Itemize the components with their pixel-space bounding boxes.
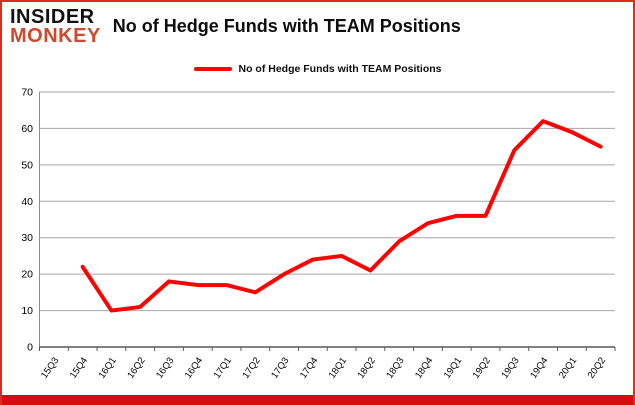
y-axis-label: 60 bbox=[21, 123, 33, 135]
x-axis-label: 18Q3 bbox=[384, 355, 406, 380]
y-axis-label: 50 bbox=[21, 159, 33, 171]
x-axis-label: 20Q2 bbox=[586, 355, 608, 380]
x-axis-label: 19Q3 bbox=[499, 355, 521, 380]
chart-legend: No of Hedge Funds with TEAM Positions bbox=[2, 63, 633, 75]
x-axis-label: 17Q4 bbox=[298, 355, 320, 380]
insider-monkey-logo: INSIDER MONKEY bbox=[10, 6, 101, 47]
y-axis-label: 20 bbox=[21, 269, 33, 281]
y-axis-label: 40 bbox=[21, 196, 33, 208]
x-axis-label: 17Q1 bbox=[212, 355, 234, 380]
x-axis-label: 18Q2 bbox=[356, 355, 378, 380]
x-axis-label: 16Q4 bbox=[183, 355, 205, 380]
x-axis-label: 17Q2 bbox=[240, 355, 262, 380]
x-axis-label: 19Q1 bbox=[442, 355, 464, 380]
x-axis-label: 16Q3 bbox=[154, 355, 176, 380]
logo-word-monkey: MONKEY bbox=[10, 25, 101, 47]
page-title: No of Hedge Funds with TEAM Positions bbox=[112, 16, 461, 36]
x-axis-label: 19Q2 bbox=[471, 355, 493, 380]
x-axis-label: 16Q1 bbox=[97, 355, 119, 380]
legend-label: No of Hedge Funds with TEAM Positions bbox=[238, 63, 442, 75]
x-axis-label: 15Q3 bbox=[39, 355, 61, 380]
x-axis-label: 20Q1 bbox=[557, 355, 579, 380]
x-axis-label: 15Q4 bbox=[68, 355, 90, 380]
series-line-hedge-funds bbox=[80, 119, 603, 313]
x-axis-label: 18Q4 bbox=[413, 355, 435, 380]
y-axis-label: 70 bbox=[21, 87, 33, 99]
x-axis-label: 17Q3 bbox=[269, 355, 291, 380]
bottom-red-bar bbox=[2, 395, 633, 405]
y-axis-label: 0 bbox=[27, 342, 33, 354]
header: INSIDER MONKEY No of Hedge Funds with TE… bbox=[10, 6, 625, 47]
y-axis-label: 30 bbox=[21, 232, 33, 244]
y-axis-label: 10 bbox=[21, 305, 33, 317]
legend-line-swatch bbox=[193, 67, 232, 71]
x-axis-label: 18Q1 bbox=[327, 355, 349, 380]
x-axis-label: 16Q2 bbox=[125, 355, 147, 380]
logo-word-insider: INSIDER bbox=[10, 6, 95, 28]
x-axis-label: 19Q4 bbox=[528, 355, 550, 380]
